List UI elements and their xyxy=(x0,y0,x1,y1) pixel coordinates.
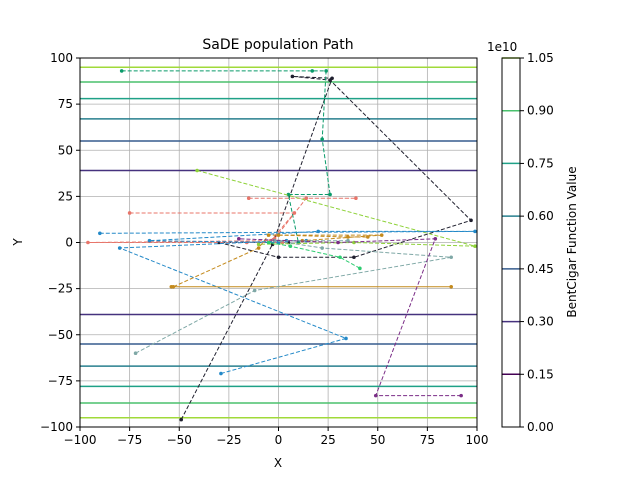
path-point xyxy=(119,69,124,73)
colorbar-tick-label: 0.30 xyxy=(527,315,554,329)
path-point xyxy=(358,266,362,271)
y-tick-label: 25 xyxy=(58,189,73,203)
path-point xyxy=(449,284,453,289)
path-point xyxy=(352,255,356,260)
x-tick-label: 50 xyxy=(370,433,385,447)
colorbar-label: BentCigar Function Value xyxy=(565,166,579,317)
path-line xyxy=(268,242,361,269)
x-tick-label: −75 xyxy=(117,433,142,447)
path-point xyxy=(290,74,295,79)
path-point xyxy=(117,246,122,250)
y-tick-label: 50 xyxy=(58,143,73,157)
path-point xyxy=(324,69,328,73)
path-point xyxy=(98,231,102,236)
contour-lines xyxy=(80,66,477,419)
y-axis-label: Y xyxy=(11,238,25,247)
path-point xyxy=(266,240,271,245)
path-point xyxy=(310,69,315,73)
path-line xyxy=(248,197,356,240)
path-point xyxy=(328,192,332,197)
path-point xyxy=(256,242,261,247)
chart-title: SaDE population Path xyxy=(202,37,353,53)
colorbar-multiplier: 1e10 xyxy=(487,40,517,54)
path-point xyxy=(252,288,257,293)
path-line xyxy=(121,70,331,243)
path-point xyxy=(433,237,438,241)
path-point xyxy=(237,237,241,241)
path-point xyxy=(171,284,176,289)
x-tick-label: 100 xyxy=(466,433,489,447)
x-tick-label: 75 xyxy=(420,433,435,447)
x-tick-label: 0 xyxy=(275,433,283,447)
path-point xyxy=(86,240,90,245)
path-point xyxy=(127,211,132,215)
path-point xyxy=(266,233,271,237)
y-tick-label: −100 xyxy=(40,420,73,434)
path-point xyxy=(320,137,324,141)
path-point xyxy=(133,351,138,356)
path-point xyxy=(179,417,184,422)
x-axis-label: X xyxy=(274,456,282,470)
path-point xyxy=(288,244,293,248)
colorbar-tick-label: 1.05 xyxy=(527,51,554,65)
path-line xyxy=(180,75,472,420)
path-point xyxy=(338,255,342,260)
plot-area: −100 −75 −50 −25 0 25 50 75 100 −100 −75 −50 −25 0 25 5… xyxy=(40,51,488,447)
population-paths xyxy=(86,69,477,422)
path-point xyxy=(469,218,473,223)
colorbar: 0.00 0.15 0.30 0.45 0.60 0.75 0.90 1.05 xyxy=(501,51,554,434)
path-point xyxy=(328,78,332,82)
path-line xyxy=(196,170,476,247)
path-point xyxy=(379,233,384,237)
colorbar-tick-label: 0.75 xyxy=(527,156,554,170)
path-point xyxy=(320,246,324,250)
path-point xyxy=(336,240,340,245)
x-tick-label: −100 xyxy=(64,433,97,447)
path-line xyxy=(119,240,348,374)
path-point xyxy=(449,255,453,260)
path-point xyxy=(147,238,152,243)
y-tick-label: 0 xyxy=(65,236,73,250)
path-point xyxy=(304,196,309,201)
x-tick-label: −25 xyxy=(216,433,241,447)
y-tick-label: −50 xyxy=(48,328,73,342)
y-tick-label: −25 xyxy=(48,282,73,296)
x-tick-label: −50 xyxy=(167,433,192,447)
y-tick-label: 75 xyxy=(58,97,73,111)
path-point xyxy=(366,235,370,239)
colorbar-tick-label: 0.45 xyxy=(527,262,554,276)
path-point xyxy=(246,196,251,201)
path-line xyxy=(87,212,296,243)
x-tick-label: 25 xyxy=(320,433,335,447)
path-point xyxy=(316,229,321,234)
path-point xyxy=(276,255,281,260)
path-point xyxy=(473,244,477,248)
path-point xyxy=(276,233,281,237)
path-point xyxy=(354,196,358,201)
path-point xyxy=(219,371,223,376)
path-point xyxy=(373,393,378,398)
path-point xyxy=(256,246,261,250)
path-line xyxy=(135,240,452,354)
path-point xyxy=(346,235,350,239)
path-point xyxy=(459,393,463,398)
path-point xyxy=(195,168,199,173)
path-point xyxy=(344,336,348,341)
path-point xyxy=(473,229,477,234)
path-point xyxy=(346,238,350,243)
y-tick-label: 100 xyxy=(50,51,73,65)
colorbar-background xyxy=(502,58,520,427)
colorbar-tick-label: 0.00 xyxy=(527,420,554,434)
colorbar-tick-label: 0.60 xyxy=(527,209,554,223)
colorbar-tick-label: 0.90 xyxy=(527,104,554,118)
colorbar-tick-label: 0.15 xyxy=(527,367,554,381)
colorbar-frame xyxy=(501,57,521,428)
path-point xyxy=(352,240,356,245)
path-point xyxy=(272,238,277,243)
y-tick-label: −75 xyxy=(48,374,73,388)
